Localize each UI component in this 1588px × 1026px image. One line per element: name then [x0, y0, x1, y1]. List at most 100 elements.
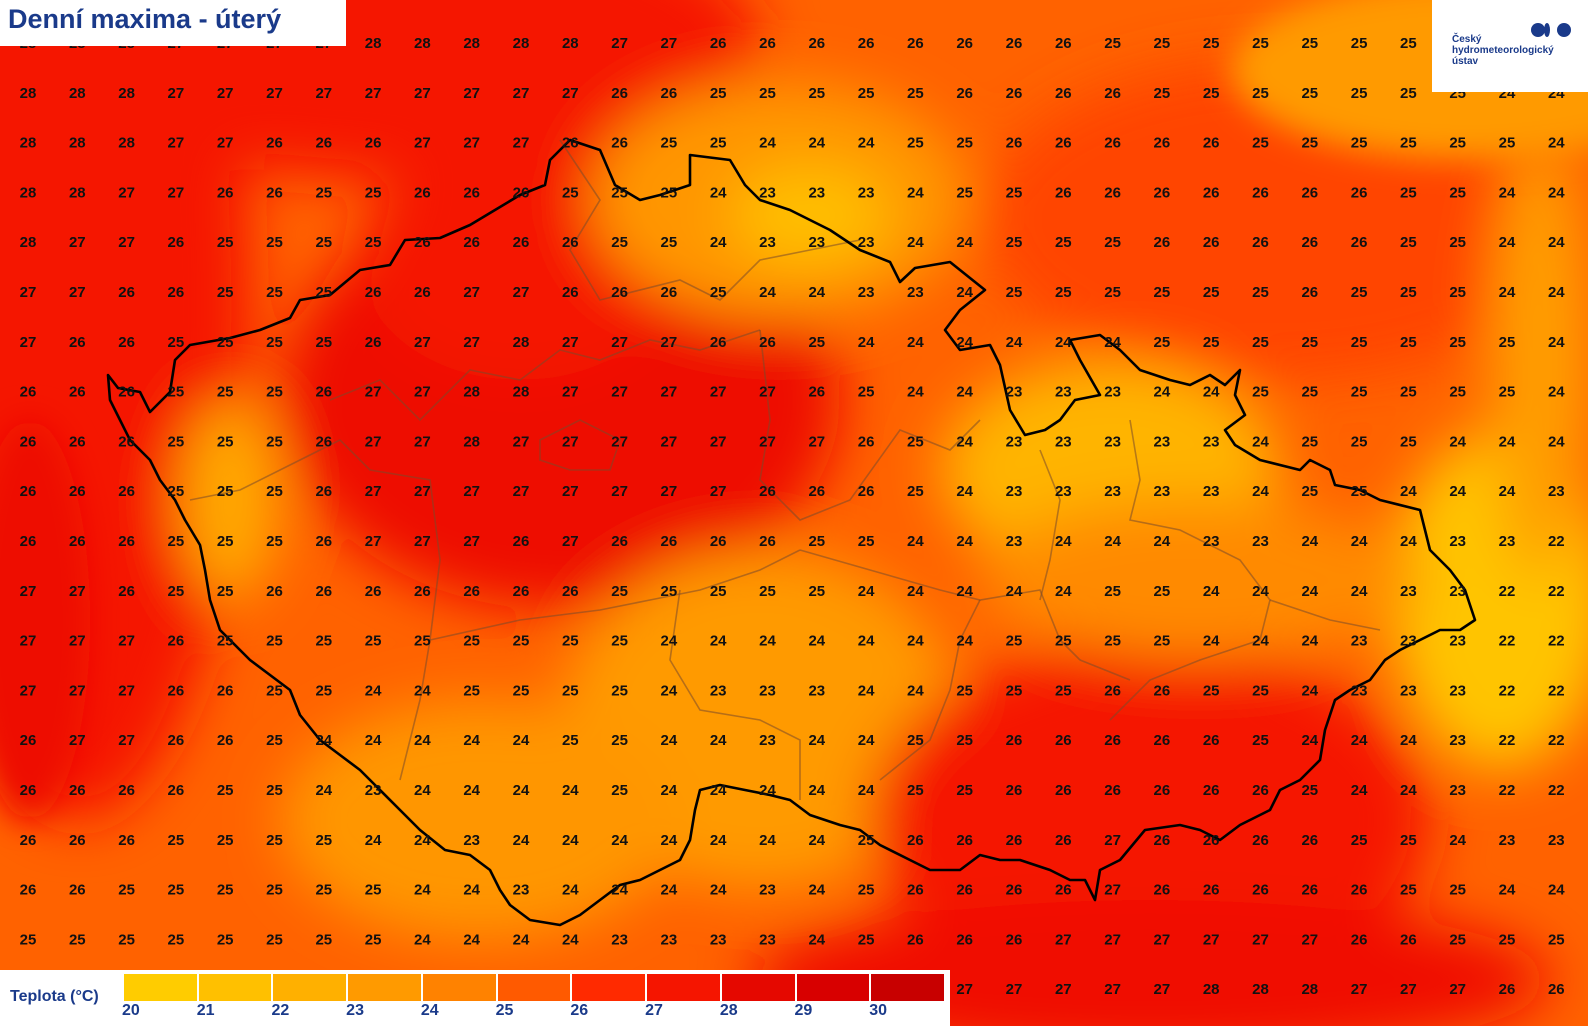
- grid-value: 24: [1499, 234, 1516, 251]
- grid-value: 26: [1006, 85, 1023, 102]
- grid-value: 22: [1548, 682, 1565, 699]
- grid-value: 26: [1055, 85, 1072, 102]
- grid-value: 24: [759, 284, 776, 301]
- grid-value: 27: [414, 334, 431, 351]
- grid-value: 25: [710, 85, 727, 102]
- grid-value: 24: [956, 234, 973, 251]
- grid-value: 23: [1104, 483, 1121, 500]
- grid-value: 25: [168, 583, 185, 600]
- grid-value: 25: [1400, 234, 1417, 251]
- grid-value: 25: [217, 832, 234, 849]
- grid-value: 24: [1301, 583, 1318, 600]
- grid-value: 25: [217, 583, 234, 600]
- grid-value: 26: [956, 882, 973, 899]
- grid-value: 25: [1301, 384, 1318, 401]
- grid-value: 25: [168, 433, 185, 450]
- grid-value: 24: [1499, 433, 1516, 450]
- legend-tick-label: 27: [645, 1002, 663, 1019]
- grid-value: 26: [858, 35, 875, 52]
- grid-value: 24: [513, 782, 530, 799]
- grid-value: 26: [1203, 782, 1220, 799]
- grid-value: 24: [414, 682, 431, 699]
- grid-value: 24: [907, 682, 924, 699]
- grid-value: 24: [611, 882, 628, 899]
- grid-value: 28: [463, 433, 480, 450]
- grid-value: 22: [1499, 682, 1516, 699]
- grid-value: 27: [1400, 981, 1417, 998]
- grid-value: 25: [1301, 334, 1318, 351]
- grid-value: 24: [414, 931, 431, 948]
- grid-value: 25: [1400, 284, 1417, 301]
- grid-value: 25: [1548, 931, 1565, 948]
- grid-value: 26: [118, 533, 135, 550]
- grid-value: 25: [956, 682, 973, 699]
- grid-value: 26: [808, 35, 825, 52]
- grid-value: 28: [1301, 981, 1318, 998]
- grid-value: 26: [710, 334, 727, 351]
- legend-tick-label: 29: [794, 1002, 813, 1019]
- grid-value: 27: [118, 234, 135, 251]
- grid-value: 26: [365, 334, 382, 351]
- grid-value: 26: [1252, 234, 1269, 251]
- grid-value: 24: [956, 384, 973, 401]
- grid-value: 23: [1351, 682, 1368, 699]
- grid-value: 26: [1154, 682, 1171, 699]
- grid-value: 26: [1006, 732, 1023, 749]
- grid-value: 26: [365, 135, 382, 152]
- grid-value: 26: [1055, 135, 1072, 152]
- grid-value: 25: [611, 782, 628, 799]
- grid-value: 27: [69, 682, 86, 699]
- grid-value: 26: [118, 384, 135, 401]
- grid-value: 27: [513, 135, 530, 152]
- grid-value: 26: [513, 234, 530, 251]
- grid-value: 26: [20, 732, 37, 749]
- grid-value: 26: [266, 583, 283, 600]
- grid-value: 26: [1252, 184, 1269, 201]
- grid-value: 26: [315, 583, 332, 600]
- grid-value: 26: [1006, 135, 1023, 152]
- grid-value: 25: [217, 882, 234, 899]
- grid-value: 23: [710, 931, 727, 948]
- grid-value: 26: [907, 931, 924, 948]
- grid-value: 25: [266, 732, 283, 749]
- grid-value: 24: [808, 882, 825, 899]
- grid-value: 25: [1055, 234, 1072, 251]
- grid-value: 27: [611, 334, 628, 351]
- grid-value: 24: [1548, 882, 1565, 899]
- grid-value: 23: [1203, 533, 1220, 550]
- grid-value: 27: [562, 533, 579, 550]
- legend-tick-label: 25: [495, 1002, 514, 1019]
- grid-value: 26: [118, 334, 135, 351]
- grid-value: 26: [217, 682, 234, 699]
- grid-value: 27: [611, 433, 628, 450]
- grid-value: 26: [759, 334, 776, 351]
- grid-value: 24: [808, 135, 825, 152]
- grid-value: 28: [69, 135, 86, 152]
- grid-value: 23: [759, 682, 776, 699]
- grid-value: 24: [414, 882, 431, 899]
- grid-value: 24: [1548, 184, 1565, 201]
- grid-value: 25: [217, 633, 234, 650]
- grid-value: 26: [858, 433, 875, 450]
- grid-value: 27: [661, 483, 678, 500]
- grid-value: 25: [266, 882, 283, 899]
- grid-value: 26: [907, 882, 924, 899]
- grid-value: 26: [562, 583, 579, 600]
- grid-value: 25: [217, 384, 234, 401]
- grid-value: 27: [661, 384, 678, 401]
- legend-tick-label: 26: [570, 1002, 589, 1019]
- grid-value: 24: [907, 234, 924, 251]
- grid-value: 25: [513, 633, 530, 650]
- region-boundaries: [189, 139, 1381, 800]
- grid-value: 26: [20, 882, 37, 899]
- grid-value: 28: [1252, 981, 1269, 998]
- grid-value: 24: [759, 782, 776, 799]
- grid-value: 27: [661, 334, 678, 351]
- grid-value: 25: [907, 732, 924, 749]
- grid-value: 27: [611, 384, 628, 401]
- grid-value: 26: [118, 832, 135, 849]
- grid-value: 27: [562, 85, 579, 102]
- grid-value: 24: [1252, 633, 1269, 650]
- grid-value: 25: [315, 334, 332, 351]
